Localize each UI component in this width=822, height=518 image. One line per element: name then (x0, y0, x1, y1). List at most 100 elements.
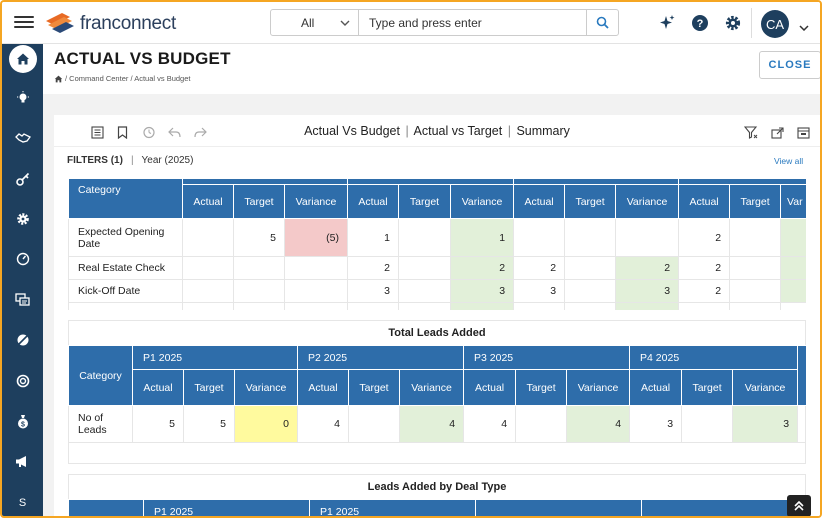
column-header[interactable]: Variance (450, 184, 515, 219)
period-header[interactable]: P3 2025 (463, 345, 631, 370)
column-header[interactable]: Target (564, 184, 617, 219)
double-chevron-up-icon (794, 500, 804, 511)
cell (729, 256, 782, 280)
column-header[interactable]: Var (780, 184, 806, 219)
cell (398, 256, 452, 280)
chevron-down-icon[interactable] (799, 18, 809, 36)
tab-summary[interactable]: Summary (516, 124, 570, 138)
sidebar-item-announcements[interactable] (2, 445, 43, 477)
cell: 3 (450, 279, 515, 303)
cell: 2 (678, 218, 731, 257)
column-header-category[interactable]: Category (68, 345, 133, 406)
row-category: No of Leads (68, 405, 133, 443)
search-scope-select[interactable]: All (271, 10, 359, 35)
period-header (475, 499, 642, 516)
column-header[interactable]: Actual (132, 369, 184, 406)
period-header[interactable]: P2 2025 (297, 345, 465, 370)
home-icon[interactable] (54, 75, 63, 83)
cell (780, 218, 806, 257)
gear-icon (16, 213, 29, 225)
column-header[interactable]: Actual (182, 184, 234, 219)
breadcrumb-path[interactable]: / Command Center / Actual vs Budget (65, 74, 191, 83)
report-panel: Actual Vs Budget | Actual vs Target | Su… (54, 115, 820, 516)
column-header[interactable]: Actual (678, 184, 731, 219)
cell: 3 (513, 279, 566, 303)
cell: 4 (399, 405, 465, 443)
column-header[interactable]: Variance (399, 369, 465, 406)
cell: 4 (463, 405, 517, 443)
search-button[interactable] (586, 10, 618, 35)
sidebar-item-keys[interactable] (2, 163, 43, 195)
undo-icon[interactable] (167, 125, 181, 139)
tab-separator: | (405, 124, 409, 138)
sidebar-item-dashboard[interactable] (2, 243, 43, 275)
sidebar-item-finance[interactable] (2, 324, 43, 356)
help-button[interactable]: ? (690, 13, 710, 33)
close-button[interactable]: CLOSE (759, 51, 820, 79)
menu-icon[interactable] (14, 13, 34, 31)
cell (233, 256, 285, 280)
period-header[interactable]: P4 2025 (629, 345, 799, 370)
column-header[interactable]: Variance (615, 184, 680, 219)
table-subheader-row: Actual Target Variance Actual Target Var… (69, 184, 806, 219)
column-header[interactable]: Target (398, 184, 452, 219)
cell: 2 (347, 256, 400, 280)
sidebar-item-home[interactable] (9, 45, 37, 73)
column-header[interactable]: Target (348, 369, 401, 406)
filter-year-name: Year (141, 155, 162, 166)
column-header[interactable]: Actual (513, 184, 566, 219)
cell (564, 256, 617, 280)
cell (348, 405, 401, 443)
bookmark-icon[interactable] (115, 125, 129, 139)
column-header[interactable]: Actual (463, 369, 517, 406)
filters-label[interactable]: FILTERS (1) (67, 155, 123, 166)
column-header[interactable]: Variance (732, 369, 799, 406)
period-header[interactable]: P1 2025 (131, 345, 299, 370)
column-header[interactable]: Target (183, 369, 235, 406)
cell (283, 256, 349, 280)
sidebar-item-messages[interactable] (2, 284, 43, 316)
sidebar-item-support[interactable] (2, 365, 43, 397)
table-header-row: Category (68, 178, 806, 219)
share-icon[interactable] (770, 125, 784, 139)
sidebar-item-budget[interactable]: $ (2, 405, 43, 437)
column-header[interactable]: Variance (283, 184, 349, 219)
scroll-to-top-button[interactable] (787, 495, 811, 516)
sidebar-item-settings[interactable] (2, 203, 43, 235)
ai-sparkle-button[interactable] (657, 13, 677, 33)
column-header[interactable]: Actual (347, 184, 400, 219)
column-header[interactable]: Target (681, 369, 734, 406)
column-header[interactable]: Target (233, 184, 285, 219)
sidebar-item-s[interactable]: S (18, 497, 27, 509)
report-tabs: Actual Vs Budget | Actual vs Target | Su… (54, 124, 820, 138)
history-icon[interactable] (141, 125, 155, 139)
avatar[interactable]: CA (761, 10, 789, 38)
franconnect-logo-icon (44, 11, 76, 37)
period-header[interactable]: P1 2025 (143, 499, 310, 516)
filter-summary: FILTERS (1) | Year (2025) (67, 155, 193, 166)
column-header[interactable]: Variance (566, 369, 631, 406)
search-input[interactable] (359, 10, 586, 35)
sidebar-item-ideas[interactable] (2, 82, 43, 114)
list-view-icon[interactable] (90, 125, 104, 139)
column-header-category[interactable]: Category (68, 178, 183, 219)
logo[interactable]: franconnect (44, 10, 176, 38)
tab-actual-vs-target[interactable]: Actual vs Target (413, 124, 503, 138)
sidebar-item-deals[interactable] (2, 122, 43, 154)
milestone-table: Category Actual Target Variance Actual T… (68, 178, 806, 310)
column-header[interactable]: Actual (629, 369, 683, 406)
column-header[interactable]: Target (729, 184, 782, 219)
filter-year[interactable]: Year (2025) (142, 155, 194, 166)
cell: 2 (513, 256, 566, 280)
redo-icon[interactable] (193, 125, 207, 139)
column-header[interactable]: Actual (297, 369, 350, 406)
column-header[interactable]: Target (515, 369, 568, 406)
settings-button[interactable] (723, 13, 743, 33)
tab-actual-vs-budget[interactable]: Actual Vs Budget (304, 124, 400, 138)
filter-icon[interactable] (744, 125, 758, 139)
column-header[interactable]: Variance (233, 369, 299, 406)
archive-icon[interactable] (796, 125, 810, 139)
view-all-link[interactable]: View all (774, 156, 804, 166)
chat-icon (15, 293, 30, 306)
period-header[interactable]: P1 2025 (309, 499, 476, 516)
